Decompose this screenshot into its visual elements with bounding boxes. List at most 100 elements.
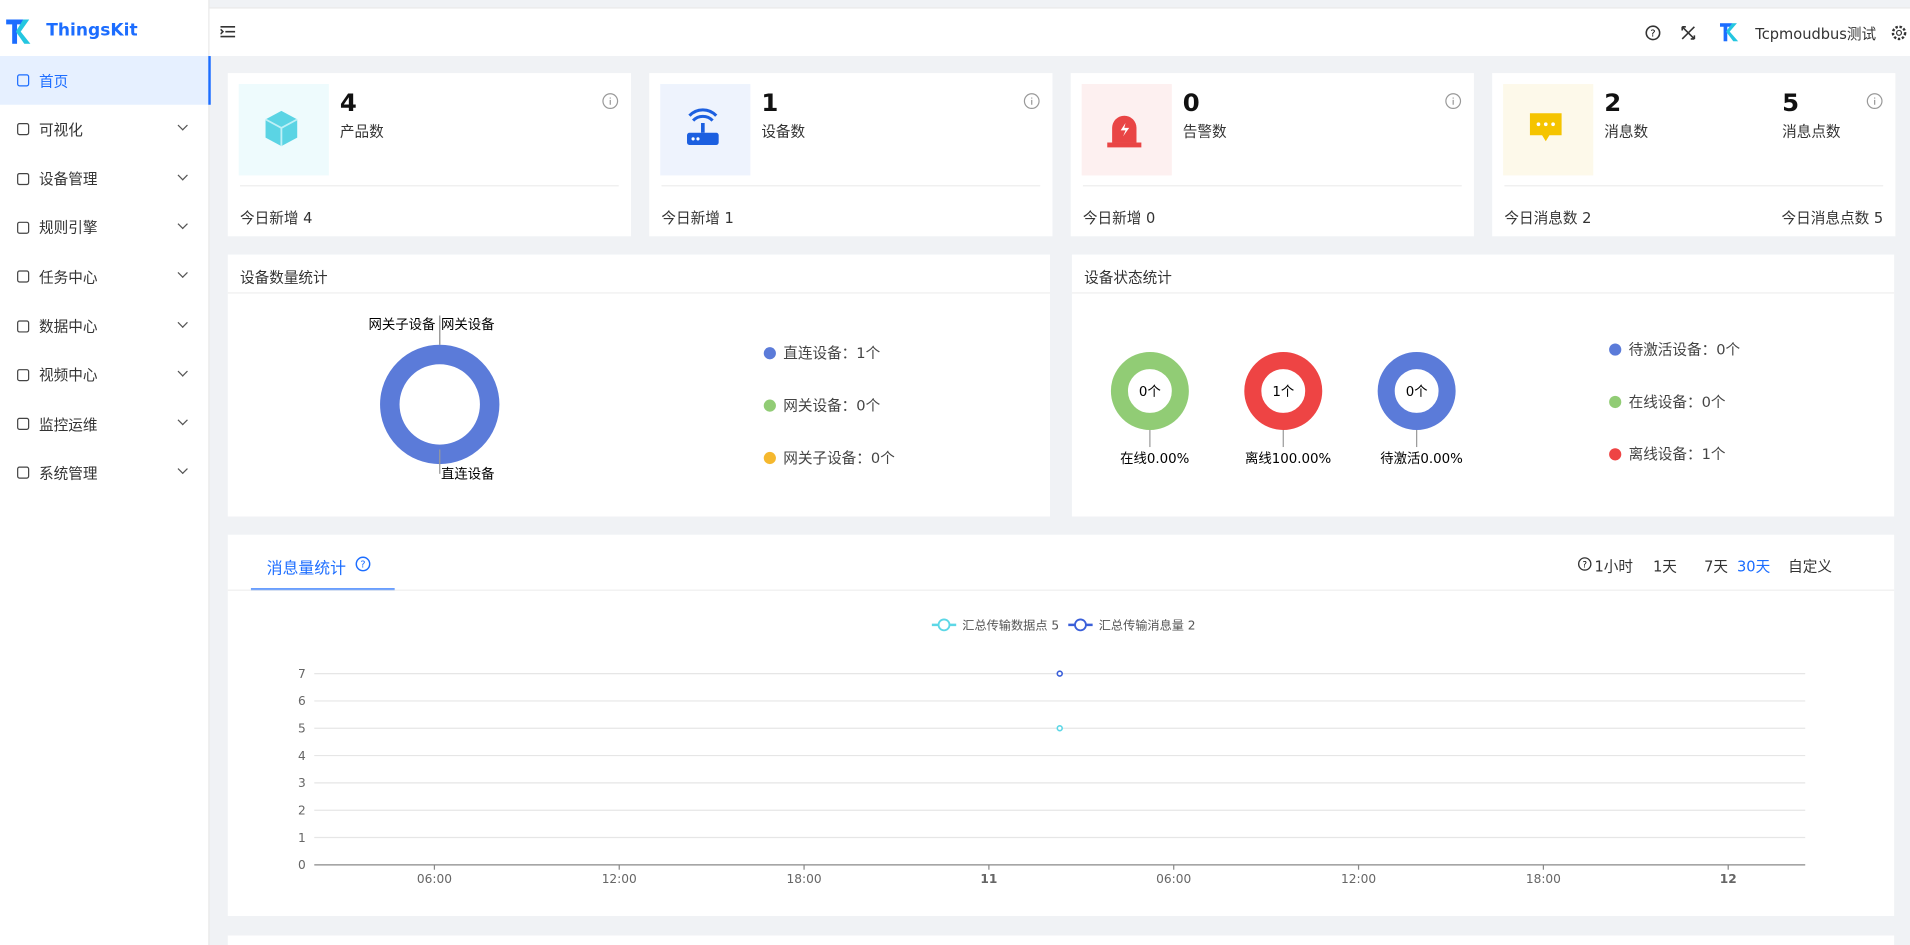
device-count-panel: 设备数量统计 直连设备 网关设备 网关子设备 直连设备：1个 网关设备：0个 网关子设备：… [227, 254, 1051, 517]
user-avatar[interactable] [1719, 23, 1742, 42]
menu-label: 监控运维 [38, 416, 98, 434]
menu-icon [17, 270, 30, 283]
x-tick-label: 12:00 [602, 872, 637, 886]
point [1056, 670, 1063, 677]
range-option[interactable]: 自定义 [1788, 557, 1833, 575]
header: ? Tcpmoudbus测试 [209, 7, 1910, 57]
y-tick-label: 1 [298, 831, 306, 845]
stat-footer: 今日新增 1 [661, 209, 734, 227]
divider [1071, 292, 1895, 294]
divider [1504, 185, 1884, 187]
range-option[interactable]: 1小时 [1594, 557, 1634, 575]
chevron [177, 317, 188, 328]
x-tick-label: 11 [980, 872, 997, 886]
menu-item[interactable]: 监控运维 [0, 400, 208, 449]
menu-item[interactable]: 任务中心 [0, 252, 208, 301]
menu-label: 首页 [38, 72, 69, 90]
menu-item[interactable]: 首页 [0, 56, 211, 105]
chevron [177, 366, 188, 377]
ring-label: 在线0.00% [1120, 451, 1189, 467]
x-tick-label: 12 [1720, 872, 1737, 886]
chevron [177, 218, 188, 230]
stat-value: 5 [1782, 87, 1800, 117]
stat-card: 0 告警数 今日新增 0 [1070, 73, 1474, 237]
user-name[interactable]: Tcpmoudbus测试 [1755, 25, 1877, 43]
status-ring [1244, 352, 1323, 430]
range-option[interactable]: 1天 [1652, 557, 1677, 575]
device-status-panel: 设备状态统计 0个 在线0.00% 1个 离线100.00% 0个 待激活0.00% 待激活… [1071, 254, 1895, 517]
stat-card: 1 设备数今日新增 1 [649, 73, 1053, 237]
chevron [177, 169, 188, 181]
stat-card: 4 产品数今日新增 4 [227, 73, 631, 237]
panel-title: 设备状态统计 [1084, 269, 1172, 287]
divider [227, 292, 1051, 294]
status-ring [1377, 352, 1456, 430]
logo [6, 19, 31, 44]
menu-item[interactable]: 数据中心 [0, 301, 208, 350]
stat-value: 2 [1604, 87, 1622, 117]
legend-dot [763, 399, 776, 412]
divider [661, 185, 1041, 187]
legend-marker [1074, 618, 1087, 632]
menu-icon [17, 123, 30, 136]
menu-item[interactable]: 设备管理 [0, 154, 208, 203]
help-button[interactable]: ? [1644, 24, 1661, 41]
info-icon[interactable] [1445, 93, 1462, 110]
tab[interactable]: 消息量统计 [266, 560, 346, 579]
fullscreen-button[interactable] [1680, 24, 1697, 41]
menu-item[interactable]: 可视化 [0, 105, 208, 154]
status-ring [1110, 352, 1189, 430]
stat-label: 消息数 [1604, 123, 1649, 141]
y-tick-label: 0 [298, 858, 306, 872]
legend-label: 汇总传输数据点 5 [962, 618, 1059, 633]
stat-card: 2 消息数 5 消息点数 今日消息数 2 今日消息点数 5 [1492, 73, 1896, 237]
settings-button[interactable] [1890, 24, 1907, 41]
y-tick-label: 3 [298, 776, 306, 790]
svg-text:?: ? [1582, 561, 1587, 571]
ring-center: 0个 [1139, 384, 1161, 400]
x-tick-label: 12:00 [1341, 872, 1376, 886]
stat-value: 0 [1182, 87, 1200, 117]
chevron [177, 415, 188, 426]
stat-footer: 今日新增 4 [239, 209, 313, 227]
y-tick-label: 6 [298, 694, 306, 708]
stat-label: 告警数 [1182, 123, 1227, 141]
stat-label: 设备数 [761, 123, 806, 141]
brand: ThingsKit [46, 20, 138, 41]
chevron [177, 267, 188, 279]
stat-value: 1 [761, 87, 779, 117]
ring-center: 1个 [1272, 384, 1294, 400]
stat-label: 产品数 [339, 123, 384, 141]
legend-dot [763, 347, 776, 360]
info-icon[interactable] [602, 93, 619, 110]
range-option[interactable]: 7天 [1704, 557, 1729, 575]
menu-label: 规则引擎 [38, 219, 98, 237]
menu-item[interactable]: 视频中心 [0, 351, 208, 400]
range-option[interactable]: 30天 [1737, 557, 1771, 575]
info-icon[interactable] [1866, 93, 1883, 110]
legend-dot [1609, 343, 1622, 356]
stat-value: 4 [339, 87, 357, 117]
svg-text:?: ? [360, 560, 365, 571]
menu-label: 可视化 [38, 121, 83, 139]
stat-footer: 今日消息数 2 [1504, 209, 1592, 227]
menu-icon [17, 74, 30, 87]
divider [227, 589, 1895, 591]
message-panel: 消息量统计 ? ? 1小时 1天 7天 30天 自定义 0 1 2 3 4 5 6 7 06:00 12:… [227, 534, 1895, 917]
legend-label: 网关设备：0个 [783, 397, 880, 414]
next-panel [227, 935, 1895, 945]
menu-item[interactable]: 系统管理 [0, 449, 208, 498]
ring-label: 待激活0.00% [1380, 451, 1463, 467]
pie-slice [380, 344, 500, 465]
y-tick-label: 4 [298, 749, 306, 763]
collapse-button[interactable] [220, 26, 236, 39]
card-icon [660, 84, 751, 176]
menu-item[interactable]: 规则引擎 [0, 203, 208, 252]
menu-icon [17, 368, 30, 382]
card-icon [1503, 84, 1594, 176]
legend-label: 待激活设备：0个 [1629, 341, 1741, 358]
info-icon[interactable] [1023, 93, 1040, 110]
legend-label: 网关子设备：0个 [783, 450, 895, 467]
